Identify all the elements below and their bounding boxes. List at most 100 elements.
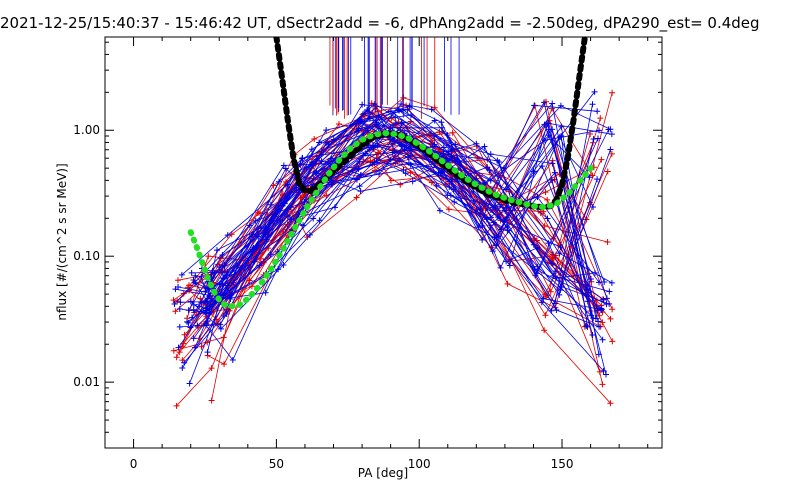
flux-trace bbox=[205, 170, 593, 361]
trace-marker bbox=[504, 227, 511, 234]
trace-marker bbox=[190, 277, 197, 284]
flux-trace bbox=[179, 121, 607, 328]
trace-marker bbox=[549, 160, 556, 167]
x-tick-label: 100 bbox=[408, 457, 431, 471]
trace-marker bbox=[541, 137, 548, 144]
trace-marker bbox=[175, 344, 182, 351]
trace-marker bbox=[313, 170, 320, 177]
flux-trace bbox=[212, 130, 600, 289]
flux-trace bbox=[207, 105, 611, 283]
trace-marker bbox=[224, 232, 231, 239]
flux-trace bbox=[179, 109, 609, 314]
trace-marker bbox=[552, 268, 559, 275]
trace-marker bbox=[391, 138, 398, 145]
trace-marker bbox=[594, 108, 601, 115]
x-axis-label: PA [deg] bbox=[358, 466, 408, 480]
trace-marker bbox=[208, 365, 215, 372]
flux-trace bbox=[182, 92, 613, 361]
trace-marker bbox=[176, 305, 183, 312]
trace-marker bbox=[440, 144, 447, 151]
trace-marker bbox=[173, 402, 180, 409]
trace-marker bbox=[600, 367, 607, 374]
trace-marker bbox=[368, 100, 375, 107]
trace-marker bbox=[448, 177, 455, 184]
trace-marker bbox=[267, 201, 274, 208]
trace-marker bbox=[477, 206, 484, 213]
x-tick-label: 150 bbox=[551, 457, 574, 471]
trace-marker bbox=[357, 188, 364, 195]
trace-marker bbox=[187, 298, 194, 305]
trace-marker bbox=[489, 204, 496, 211]
trace-marker bbox=[170, 347, 177, 354]
trace-marker bbox=[603, 295, 610, 302]
trace-marker bbox=[224, 268, 231, 275]
trace-marker bbox=[541, 121, 548, 128]
trace-marker bbox=[262, 289, 269, 296]
trace-marker bbox=[607, 146, 614, 153]
trace-marker bbox=[487, 214, 494, 221]
trace-marker bbox=[609, 306, 616, 313]
flux-trace bbox=[207, 109, 588, 353]
trace-marker bbox=[494, 157, 501, 164]
flux-trace bbox=[191, 124, 587, 290]
trace-marker bbox=[226, 292, 233, 299]
trace-marker bbox=[542, 189, 549, 196]
trace-marker bbox=[598, 156, 605, 163]
trace-marker bbox=[590, 135, 597, 142]
y-axis-label: nflux [#/(cm^2 s sr MeV)] bbox=[55, 163, 69, 320]
trace-marker bbox=[190, 335, 197, 342]
trace-marker bbox=[310, 215, 317, 222]
trace-marker bbox=[447, 192, 454, 199]
trace-marker bbox=[503, 258, 510, 265]
trace-marker bbox=[438, 119, 445, 126]
trace-marker bbox=[213, 247, 220, 254]
trace-marker bbox=[609, 89, 616, 96]
trace-marker bbox=[506, 262, 513, 269]
trace-marker bbox=[558, 123, 565, 130]
trace-marker bbox=[335, 120, 342, 127]
trace-marker bbox=[280, 162, 287, 169]
trace-marker bbox=[452, 141, 459, 148]
trace-marker bbox=[179, 365, 186, 372]
trace-marker bbox=[316, 217, 323, 224]
trace-marker bbox=[502, 207, 509, 214]
trace-marker bbox=[449, 146, 456, 153]
trace-marker bbox=[490, 219, 497, 226]
trace-marker bbox=[221, 262, 228, 269]
trace-marker bbox=[548, 176, 555, 183]
trace-marker bbox=[531, 102, 538, 109]
trace-marker bbox=[556, 291, 563, 298]
trace-marker bbox=[358, 171, 365, 178]
flux-trace bbox=[198, 161, 601, 328]
trace-marker bbox=[221, 361, 228, 368]
trace-marker bbox=[540, 295, 547, 302]
trace-marker bbox=[179, 343, 186, 350]
trace-marker bbox=[202, 298, 209, 305]
trace-marker bbox=[446, 183, 453, 190]
trace-marker bbox=[362, 150, 369, 157]
trace-marker bbox=[479, 236, 486, 243]
trace-marker bbox=[402, 170, 409, 177]
trace-marker bbox=[355, 166, 362, 173]
flux-trace bbox=[193, 122, 605, 306]
trace-marker bbox=[557, 287, 564, 294]
trace-marker bbox=[306, 231, 313, 238]
trace-marker bbox=[475, 224, 482, 231]
trace-marker bbox=[601, 279, 608, 286]
trace-marker bbox=[609, 338, 616, 345]
trace-marker bbox=[355, 125, 362, 132]
trace-marker bbox=[556, 250, 563, 257]
trace-marker bbox=[589, 172, 596, 179]
trace-marker bbox=[444, 132, 451, 139]
trace-marker bbox=[177, 299, 184, 306]
trace-marker bbox=[395, 155, 402, 162]
trace-marker bbox=[300, 222, 307, 229]
trace-marker bbox=[607, 400, 614, 407]
trace-marker bbox=[533, 270, 540, 277]
trace-marker bbox=[279, 216, 286, 223]
trace-marker bbox=[230, 279, 237, 286]
trace-marker bbox=[443, 155, 450, 162]
trace-marker bbox=[204, 349, 211, 356]
trace-marker bbox=[356, 183, 363, 190]
trace-marker bbox=[392, 119, 399, 126]
